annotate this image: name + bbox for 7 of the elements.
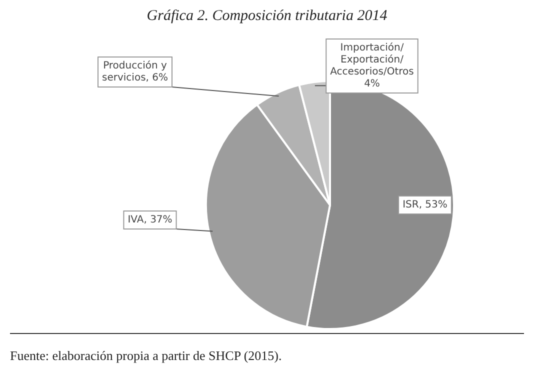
data-label: 4% — [364, 78, 380, 90]
slice-label: IVA, 37% — [128, 214, 172, 226]
slice-label: Importación/ Exportación/ Accesorios/Otros — [330, 42, 414, 78]
slice-label: ISR, 53% — [402, 200, 448, 211]
chart-title: Gráfica 2. Composición tributaria 2014 — [146, 8, 388, 25]
slice-label: Producción y servicios, 6% — [102, 60, 168, 84]
source-note: Fuente: elaboración propia a partir de SHCP (2015). — [10, 348, 282, 364]
